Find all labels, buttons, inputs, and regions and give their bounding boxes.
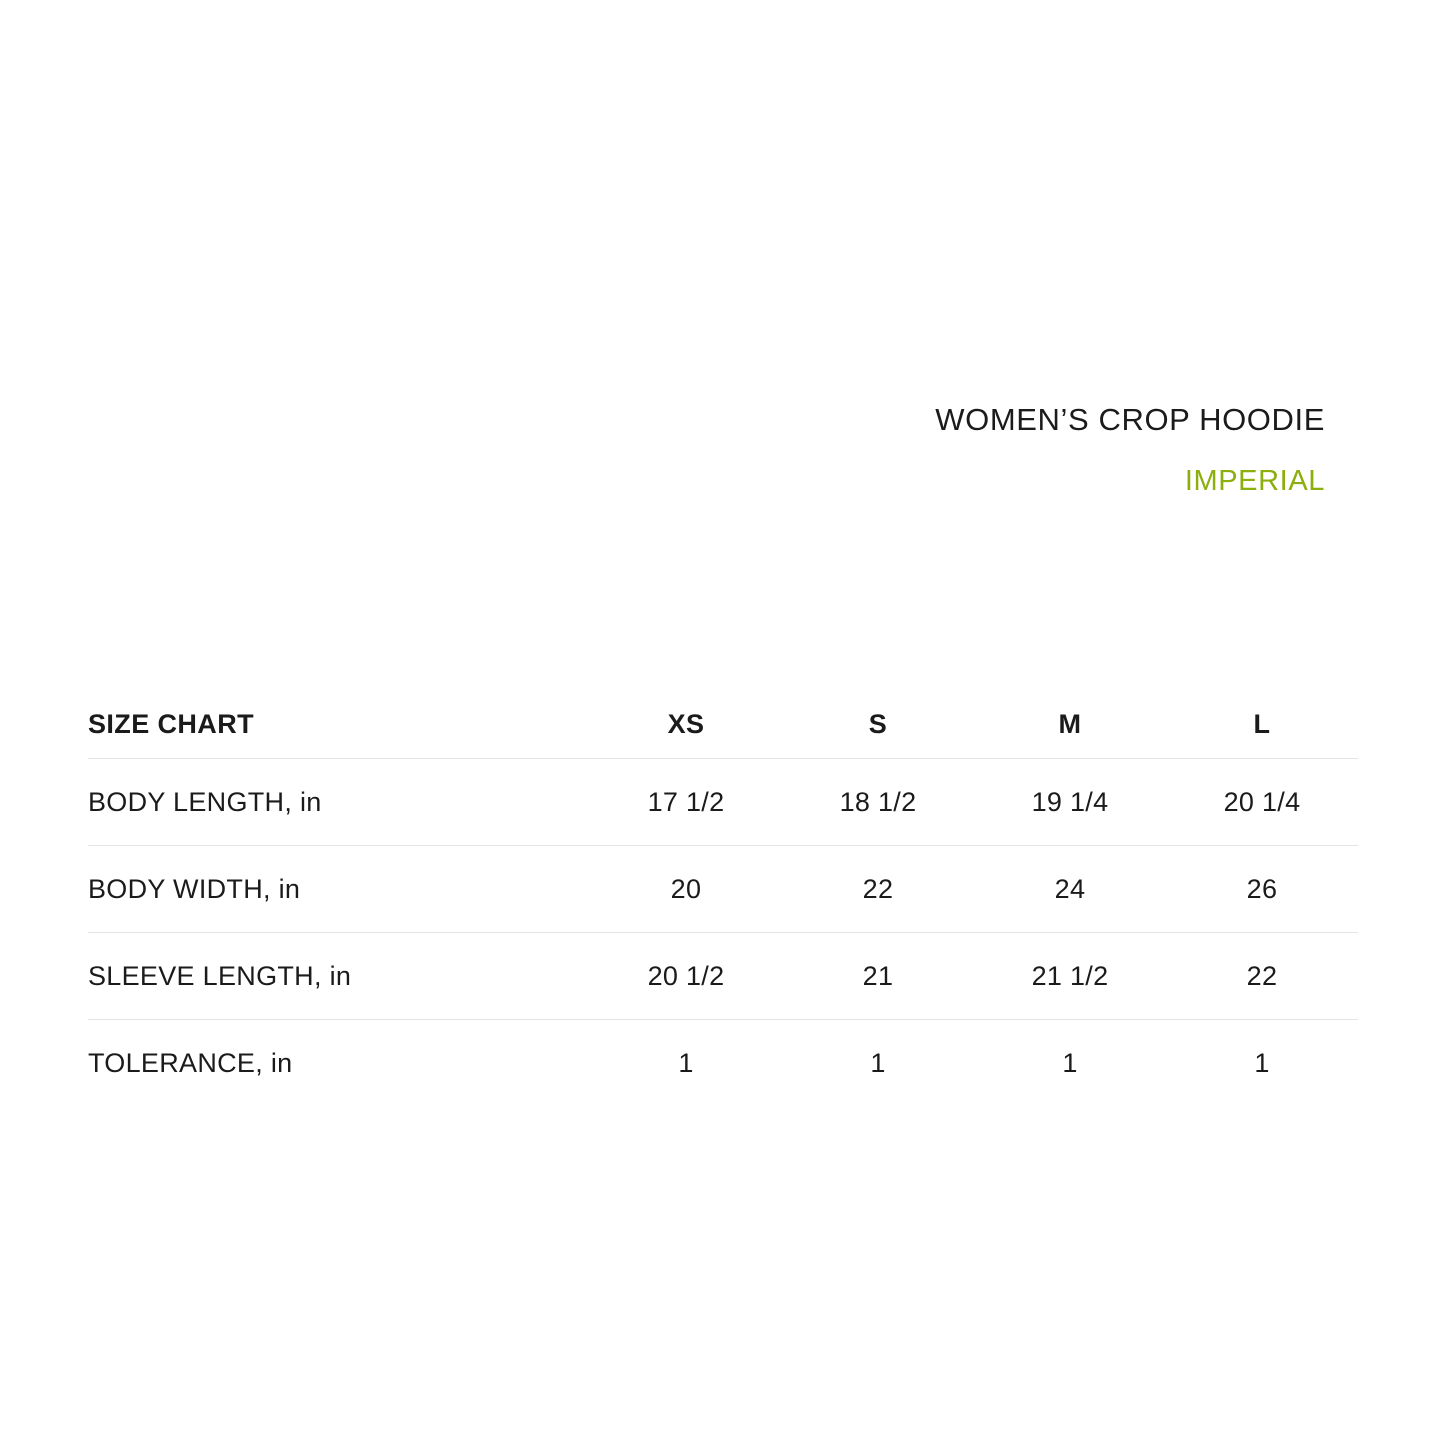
cell-sleeve-length-xs: 20 1/2	[590, 932, 782, 1020]
cell-tolerance-l: 1	[1254, 1047, 1270, 1078]
cell-body-width-s: 22	[782, 845, 974, 933]
row-label-body-width: BODY WIDTH, in	[88, 845, 590, 933]
table-corner-label: SIZE CHART	[88, 690, 590, 759]
column-header-l: L	[1166, 690, 1358, 759]
table-row: SLEEVE LENGTH, in 20 1/2 21 21 1/2 22	[88, 932, 1358, 1020]
cell-body-length-xs: 17 1/2	[590, 758, 782, 846]
cell-body-length-m: 19 1/4	[974, 758, 1166, 846]
cell-body-width-xs: 20	[590, 845, 782, 933]
table-row: TOLERANCE, in 1 1 1 1	[88, 1020, 1358, 1107]
title-block: WOMEN’S CROP HOODIE IMPERIAL	[88, 398, 1325, 499]
table-row: BODY WIDTH, in 20 22 24 26	[88, 845, 1358, 933]
column-header-xs: XS	[590, 690, 782, 759]
cell-body-length-s: 18 1/2	[782, 758, 974, 846]
table-row: BODY LENGTH, in 17 1/2 18 1/2 19 1/4 20 …	[88, 758, 1358, 846]
cell-tolerance-xs: 1	[678, 1047, 694, 1078]
cell-sleeve-length-l: 22	[1166, 932, 1358, 1020]
unit-system-label: IMPERIAL	[1184, 465, 1325, 497]
cell-tolerance-s: 1	[870, 1047, 886, 1078]
page-title: WOMEN’S CROP HOODIE	[935, 402, 1325, 437]
row-label-tolerance: TOLERANCE, in	[88, 1047, 293, 1078]
table-header-row: SIZE CHART XS S M L	[88, 690, 1358, 759]
cell-body-width-l: 26	[1166, 845, 1358, 933]
cell-body-length-l: 20 1/4	[1166, 758, 1358, 846]
column-header-m: M	[974, 690, 1166, 759]
column-header-s: S	[782, 690, 974, 759]
cell-body-width-m: 24	[974, 845, 1166, 933]
cell-tolerance-m: 1	[1062, 1047, 1078, 1078]
row-label-body-length: BODY LENGTH, in	[88, 758, 590, 846]
cell-sleeve-length-m: 21 1/2	[974, 932, 1166, 1020]
cell-sleeve-length-s: 21	[782, 932, 974, 1020]
row-label-sleeve-length: SLEEVE LENGTH, in	[88, 932, 590, 1020]
size-chart-table-container: SIZE CHART XS S M L BODY LENGTH, in 17 1…	[88, 690, 1358, 1106]
size-chart-table: SIZE CHART XS S M L BODY LENGTH, in 17 1…	[88, 690, 1358, 1106]
